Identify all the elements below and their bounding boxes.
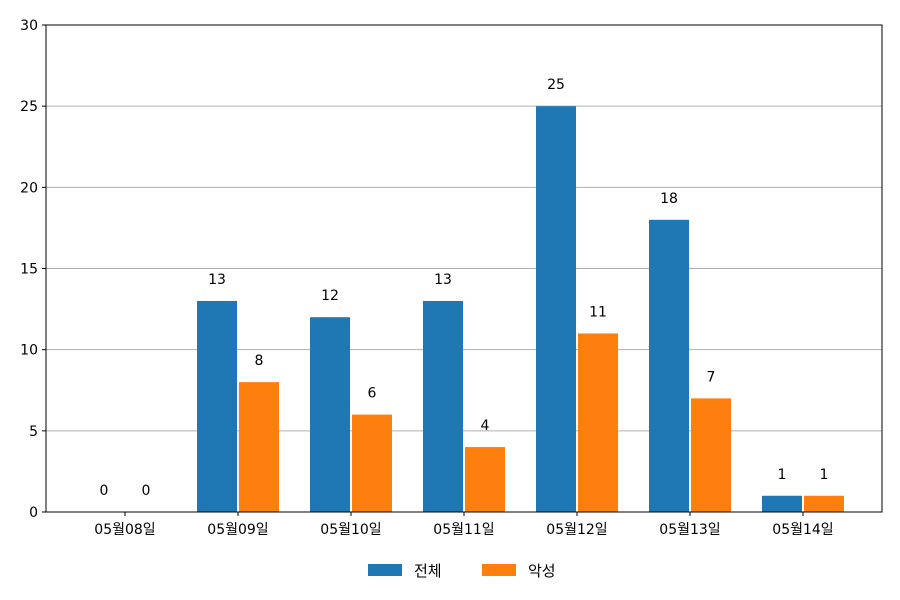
y-axis: 0 5 10 15 20 25 30 — [20, 18, 46, 521]
bars — [197, 106, 844, 513]
legend-label: 악성 — [528, 562, 556, 580]
legend-swatch — [368, 564, 402, 576]
data-label: 13 — [208, 272, 226, 288]
legend: 전체 악성 — [368, 562, 556, 580]
y-tick-label: 5 — [29, 424, 38, 440]
data-label: 11 — [589, 304, 607, 320]
x-tick-label: 05월09일 — [207, 522, 268, 538]
y-tick-label: 25 — [20, 99, 38, 115]
data-label: 7 — [707, 369, 716, 385]
data-label: 18 — [660, 191, 678, 207]
x-axis: 05월08일 05월09일 05월10일 05월11일 05월12일 05월13일 05월1… — [94, 512, 834, 538]
data-label: 1 — [778, 467, 787, 483]
x-tick-label: 05월10일 — [320, 522, 381, 538]
y-tick-label: 15 — [20, 262, 38, 278]
data-label: 13 — [434, 272, 452, 288]
x-tick-label: 05월12일 — [546, 522, 607, 538]
y-tick-label: 0 — [29, 505, 38, 521]
data-label: 12 — [321, 288, 339, 304]
bar-malicious — [239, 382, 279, 512]
bar-malicious — [578, 333, 618, 512]
bar-total — [536, 106, 576, 513]
data-label: 8 — [255, 353, 264, 369]
bar-malicious — [804, 495, 844, 512]
data-label: 4 — [481, 418, 490, 434]
bar-malicious — [465, 447, 505, 512]
x-tick-label: 05월14일 — [772, 522, 833, 538]
x-tick-label: 05월11일 — [433, 522, 494, 538]
y-tick-label: 30 — [20, 18, 38, 34]
data-label: 6 — [368, 386, 377, 402]
y-tick-label: 10 — [20, 343, 38, 359]
bar-total — [197, 300, 237, 512]
data-label: 1 — [820, 467, 829, 483]
x-tick-label: 05월13일 — [659, 522, 720, 538]
legend-swatch — [482, 564, 516, 576]
bar-total — [762, 495, 802, 512]
bar-total — [423, 300, 463, 512]
legend-label: 전체 — [414, 562, 442, 580]
y-tick-label: 20 — [20, 180, 38, 196]
data-label: 0 — [100, 483, 109, 499]
grid-lines — [46, 105, 882, 432]
data-label: 0 — [142, 483, 151, 499]
data-label: 25 — [547, 77, 565, 93]
bar-total — [649, 219, 689, 513]
x-tick-label: 05월08일 — [94, 522, 155, 538]
bar-malicious — [352, 414, 392, 512]
bar-total — [310, 317, 350, 512]
bar-malicious — [691, 398, 731, 512]
